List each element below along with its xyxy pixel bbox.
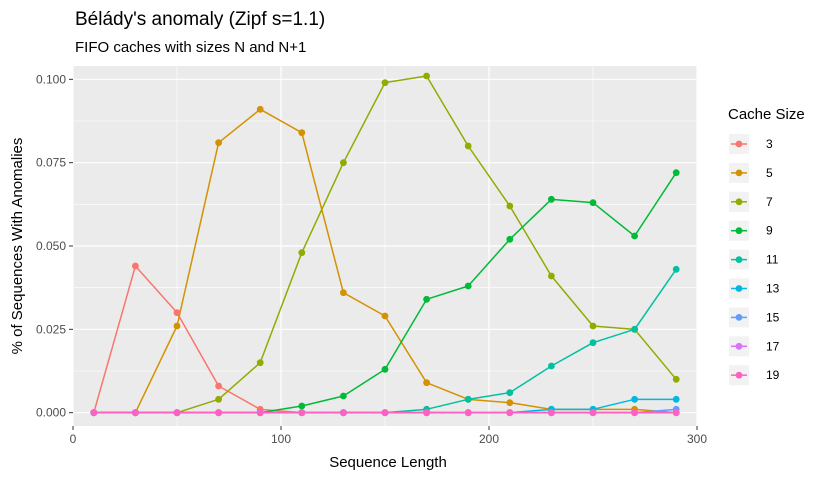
legend-key-point [735, 198, 743, 206]
legend-label: 15 [766, 310, 780, 324]
legend: Cache Size 3 5 7 9 11 13 15 17 19 [728, 106, 805, 386]
data-point-9 [589, 199, 597, 207]
x-tick-label: 0 [70, 432, 77, 446]
legend-label: 19 [766, 368, 780, 382]
data-point-19 [631, 409, 638, 417]
data-point-19 [215, 409, 223, 417]
data-point-7 [548, 272, 555, 280]
data-point-11 [589, 339, 597, 347]
x-tick-label: 100 [271, 432, 291, 446]
data-point-19 [464, 409, 472, 417]
data-point-9 [340, 392, 347, 400]
data-point-7 [423, 72, 430, 80]
legend-key-point [735, 314, 743, 321]
data-point-19 [423, 409, 430, 417]
data-point-5 [215, 139, 223, 147]
data-point-7 [589, 322, 597, 330]
y-tick-label: 0.100 [36, 72, 66, 86]
data-point-7 [340, 159, 347, 167]
data-point-19 [256, 409, 264, 417]
data-point-19 [340, 409, 347, 417]
data-point-11 [506, 389, 514, 397]
legend-title: Cache Size [728, 106, 805, 123]
data-point-11 [548, 362, 555, 370]
legend-label: 5 [766, 166, 773, 180]
legend-key-point [735, 140, 743, 148]
data-point-7 [298, 249, 306, 257]
data-point-19 [90, 409, 98, 417]
legend-label: 7 [766, 195, 773, 209]
data-point-3 [215, 382, 223, 390]
y-tick-label: 0.000 [36, 406, 66, 420]
data-point-9 [298, 402, 306, 410]
legend-label: 11 [766, 253, 779, 267]
chart-title: Bélády's anomaly (Zipf s=1.1) [75, 9, 325, 30]
data-point-9 [464, 282, 472, 290]
data-point-5 [423, 379, 430, 387]
data-point-19 [298, 409, 306, 417]
legend-key-point [735, 371, 743, 379]
data-point-9 [506, 235, 514, 243]
x-tick-label: 300 [687, 432, 707, 446]
x-axis: 0 100 200 300 [70, 426, 707, 446]
y-axis: 0.000 0.025 0.050 0.075 0.100 [36, 72, 73, 420]
legend-label: 17 [766, 339, 780, 353]
data-point-5 [381, 312, 389, 320]
y-tick-label: 0.050 [36, 239, 66, 253]
data-point-3 [173, 309, 181, 317]
data-point-11 [464, 395, 472, 403]
y-tick-label: 0.075 [36, 156, 66, 170]
legend-key-point [735, 227, 743, 235]
y-axis-title: % of Sequences With Anomalies [9, 138, 26, 355]
legend-key-point [735, 169, 743, 177]
data-point-19 [132, 409, 139, 417]
x-axis-title: Sequence Length [329, 454, 447, 471]
data-point-9 [548, 195, 555, 203]
data-point-5 [173, 322, 181, 330]
data-point-19 [506, 409, 514, 417]
data-point-19 [548, 409, 555, 417]
data-point-13 [672, 395, 680, 403]
data-point-5 [506, 399, 514, 407]
series-points [90, 72, 680, 417]
data-point-5 [256, 105, 264, 113]
data-point-3 [132, 262, 139, 270]
y-tick-label: 0.025 [36, 322, 66, 336]
data-point-19 [173, 409, 181, 417]
chart-subtitle: FIFO caches with sizes N and N+1 [75, 39, 306, 56]
data-point-9 [423, 295, 430, 303]
data-point-7 [381, 79, 389, 87]
legend-label: 13 [766, 282, 780, 296]
grid-major [72, 66, 698, 426]
data-point-7 [672, 375, 680, 383]
data-point-9 [381, 365, 389, 373]
data-point-7 [215, 395, 223, 403]
legend-key-point [735, 285, 743, 292]
data-point-9 [631, 232, 638, 240]
legend-key-point [735, 342, 743, 350]
x-tick-label: 200 [479, 432, 499, 446]
data-point-5 [298, 129, 306, 137]
legend-label: 9 [766, 224, 773, 238]
data-point-19 [381, 409, 389, 417]
legend-key-point [735, 256, 743, 263]
legend-label: 3 [766, 137, 773, 151]
data-point-9 [672, 169, 680, 177]
data-point-19 [672, 409, 680, 417]
data-point-19 [589, 409, 597, 417]
data-point-13 [631, 395, 638, 403]
data-point-7 [256, 359, 264, 367]
data-point-11 [672, 265, 680, 273]
data-point-5 [340, 289, 347, 297]
data-point-7 [464, 142, 472, 150]
data-point-7 [506, 202, 514, 210]
data-point-11 [631, 325, 638, 333]
